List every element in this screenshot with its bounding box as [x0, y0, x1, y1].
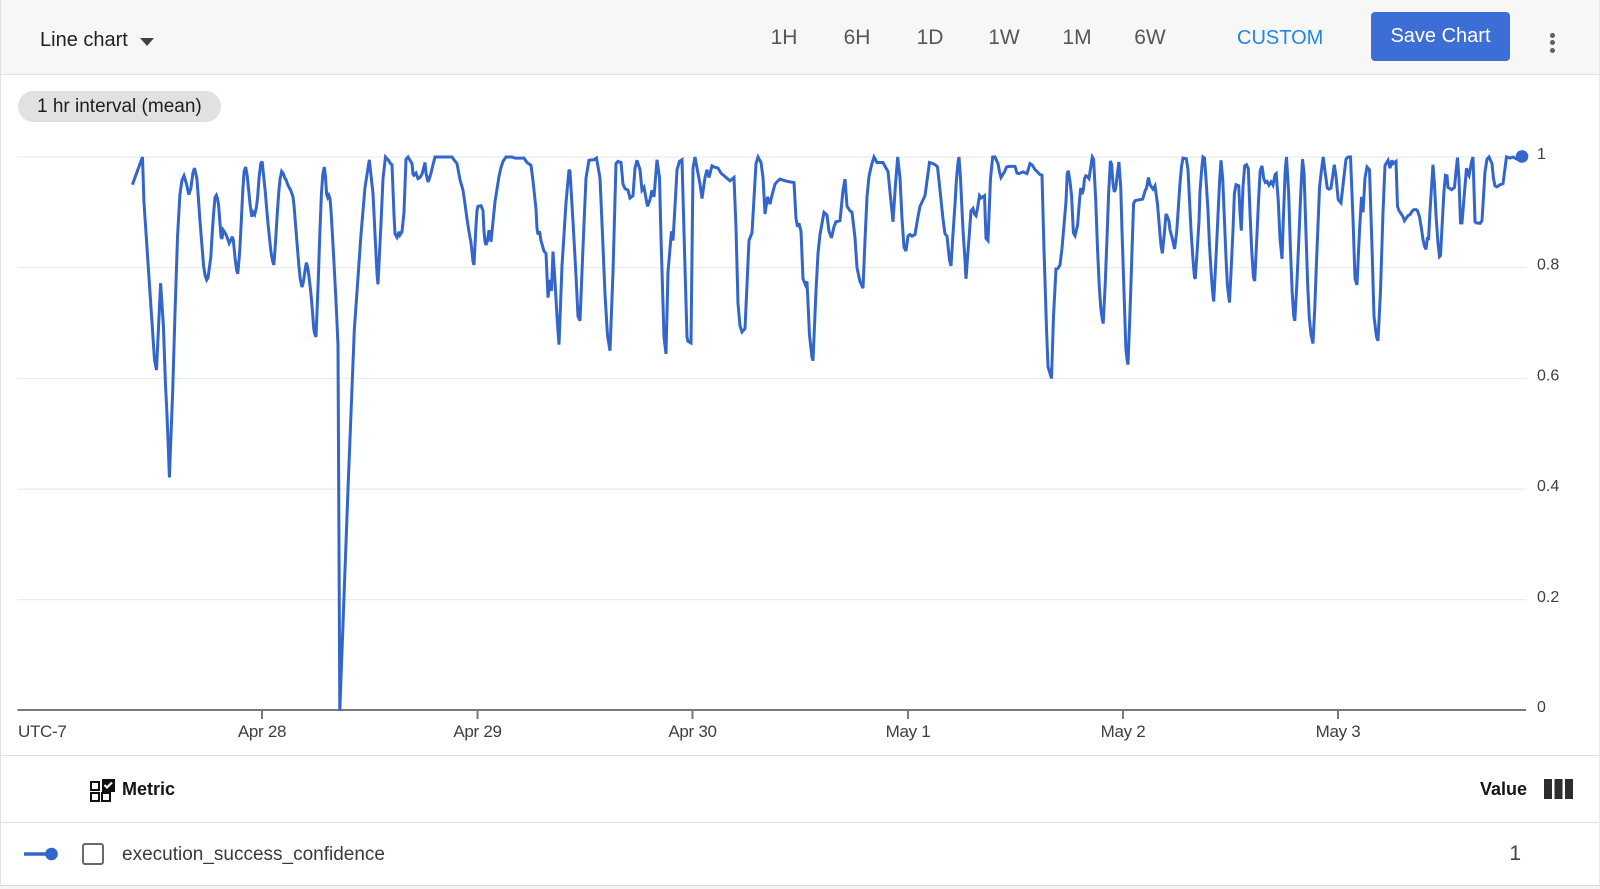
svg-text:Apr 29: Apr 29 — [453, 722, 501, 741]
svg-text:Apr 30: Apr 30 — [668, 722, 716, 741]
svg-text:0.8: 0.8 — [1537, 257, 1559, 274]
svg-text:0.6: 0.6 — [1537, 367, 1559, 384]
svg-text:May 2: May 2 — [1101, 722, 1146, 741]
svg-text:May 3: May 3 — [1316, 722, 1361, 741]
svg-text:1: 1 — [1537, 146, 1546, 163]
svg-text:0: 0 — [1537, 699, 1546, 716]
svg-text:0.4: 0.4 — [1537, 478, 1559, 495]
svg-text:0.2: 0.2 — [1537, 589, 1559, 606]
svg-text:UTC-7: UTC-7 — [18, 722, 67, 741]
svg-text:Apr 28: Apr 28 — [238, 722, 286, 741]
svg-text:May 1: May 1 — [886, 722, 931, 741]
